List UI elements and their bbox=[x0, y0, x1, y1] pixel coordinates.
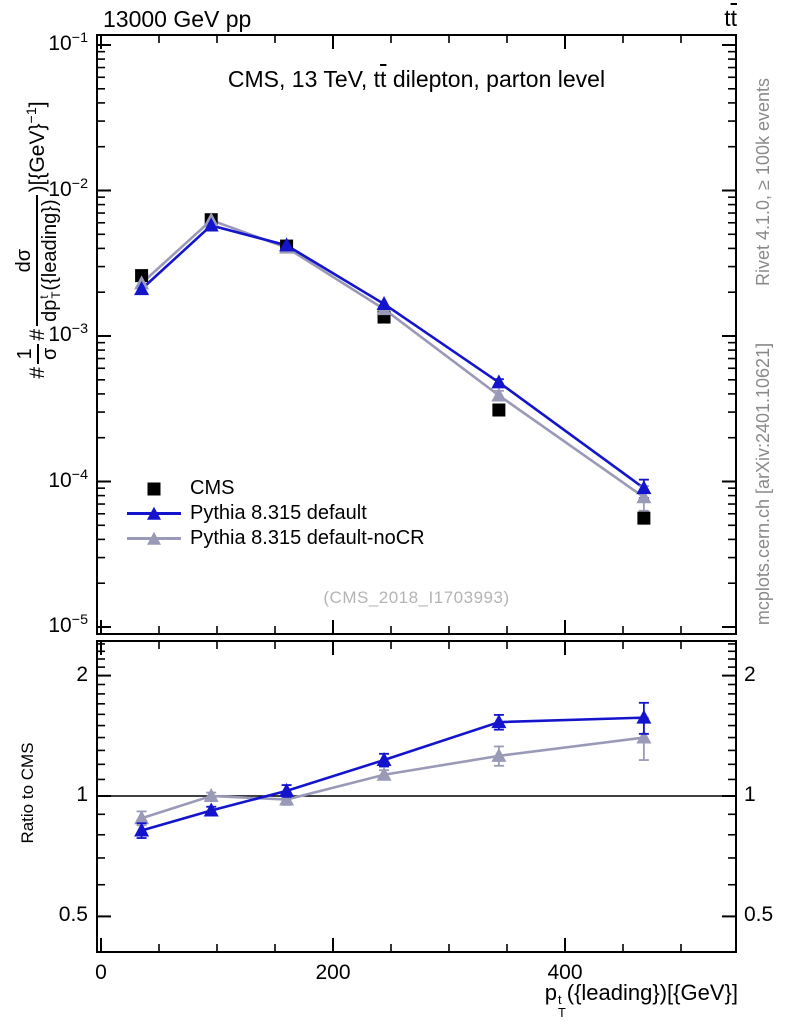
pythia-default-line-marker-icon bbox=[126, 501, 182, 526]
pythia-default-marker bbox=[491, 374, 507, 389]
panel-title: CMS, 13 TeV, tt dilepton, parton level bbox=[227, 66, 606, 92]
cms-marker bbox=[492, 403, 506, 417]
ratio-y-tick-label-left: 2 bbox=[76, 662, 88, 686]
x-axis-label: p t T ({leading})[{GeV}] bbox=[544, 980, 738, 1021]
main-y-tick-label: 10−4 bbox=[48, 466, 88, 492]
main-y-tick-label: 10−2 bbox=[48, 175, 88, 201]
x-tick-label: 0 bbox=[95, 961, 107, 984]
analysis-id-watermark: (CMS_2018_I1703993) bbox=[323, 588, 510, 607]
process-t: t bbox=[724, 5, 731, 31]
main-y-axis-label: # 1 σ # dσ dp t T ({leading}) )[{GeV}−1] bbox=[12, 101, 63, 379]
ratio-nocr-marker bbox=[636, 729, 652, 744]
ratio-default-marker bbox=[279, 782, 295, 797]
ratio-y-tick-label-right: 0.5 bbox=[744, 903, 774, 927]
mcplots-arxiv-note: mcplots.cern.ch [arXiv:2401.10621] bbox=[753, 342, 773, 626]
ratio-default-line bbox=[141, 716, 644, 832]
main-y-tick-label: 10−1 bbox=[48, 30, 88, 55]
legend: CMS Pythia 8.315 default Pythia 8.315 de… bbox=[126, 476, 425, 551]
legend-item-pythia-nocr: Pythia 8.315 default-noCR bbox=[126, 526, 425, 551]
process-tbar: t bbox=[730, 5, 737, 31]
ratio-nocr-marker bbox=[203, 788, 219, 802]
ratio-y-tick-label-right: 1 bbox=[744, 783, 756, 806]
cms-square-marker-icon bbox=[126, 476, 182, 501]
pythia-default-marker bbox=[279, 237, 295, 252]
pythia-default-marker bbox=[376, 295, 392, 310]
beam-energy-title: 13000 GeV pp bbox=[103, 6, 252, 32]
ratio-y-tick-label-left: 0.5 bbox=[58, 903, 88, 927]
main-panel-frame bbox=[96, 34, 737, 635]
ratio-nocr-line bbox=[141, 736, 645, 820]
cms-marker bbox=[637, 511, 651, 525]
pythia-nocr-marker bbox=[636, 489, 652, 504]
pythia-default-marker bbox=[636, 480, 652, 495]
x-tick-label: 200 bbox=[315, 961, 351, 984]
ratio-nocr-marker bbox=[279, 791, 295, 806]
pythia-default-marker bbox=[134, 281, 150, 296]
ratio-nocr-marker bbox=[376, 766, 392, 781]
ratio-nocr-marker bbox=[134, 810, 150, 825]
legend-label-cms: CMS bbox=[190, 477, 235, 499]
legend-item-pythia-default: Pythia 8.315 default bbox=[126, 501, 425, 526]
main-y-tick-label: 10−3 bbox=[48, 321, 88, 346]
legend-label-pythia-default: Pythia 8.315 default bbox=[190, 502, 367, 524]
fraction-dsigma-dpt: dσ dp t T ({leading}) bbox=[13, 195, 63, 326]
pythia-default-line bbox=[140, 224, 645, 490]
legend-item-cms: CMS bbox=[126, 476, 425, 501]
x-tick-label: 400 bbox=[547, 961, 583, 984]
ratio-default-marker bbox=[376, 752, 392, 767]
pythia-nocr-line-marker-icon bbox=[126, 526, 182, 551]
ratio-y-tick-label-right: 2 bbox=[744, 662, 756, 686]
pythia-nocr-line bbox=[140, 218, 645, 499]
ratio-default-marker bbox=[491, 714, 507, 729]
process-title: tt bbox=[637, 5, 737, 32]
ratio-default-marker bbox=[636, 709, 652, 724]
legend-label-pythia-nocr: Pythia 8.315 default-noCR bbox=[190, 527, 425, 549]
pythia-default-marker bbox=[203, 217, 219, 232]
ratio-y-tick-label-left: 1 bbox=[76, 783, 88, 806]
pythia-nocr-marker bbox=[491, 387, 507, 402]
ratio-nocr-marker bbox=[491, 747, 507, 762]
ratio-default-marker bbox=[134, 822, 150, 837]
main-y-tick-label: 10−5 bbox=[48, 612, 88, 637]
ratio-default-marker bbox=[203, 802, 219, 817]
